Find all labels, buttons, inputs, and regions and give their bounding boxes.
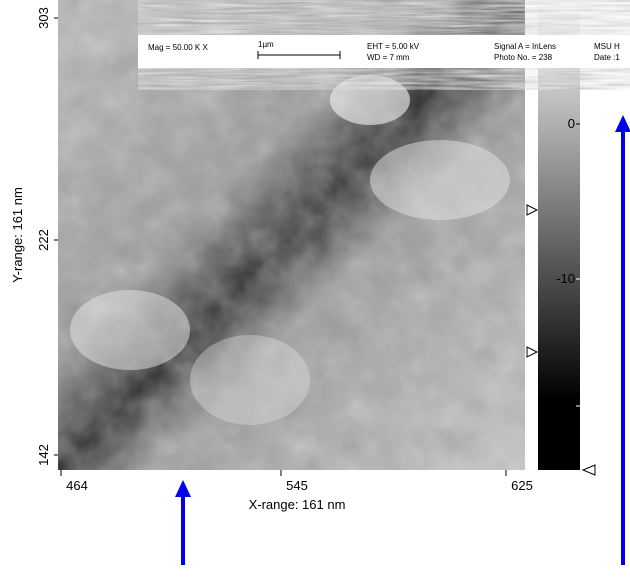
scale-bar [257,51,341,59]
sem-overlay: Mag = 50.00 K X 1µm EHT = 5.00 kV WD = 7… [138,0,630,90]
arrows [175,115,630,565]
x-tick-label: 625 [511,478,533,493]
y-axis-label: Y-range: 161 nm [10,187,25,283]
sem-date: Date :1 [594,53,620,62]
colorbar-tick-label: 0 [568,116,575,131]
y-tick-label: 142 [36,444,51,466]
sem-wd: WD = 7 mm [367,53,410,62]
markers [526,204,596,476]
sem-org: MSU H [594,42,620,51]
x-tick-label: 545 [286,478,308,493]
sem-eht: EHT = 5.00 kV [367,42,420,51]
sem-mag: Mag = 50.00 K X [148,43,208,52]
x-axis-label: X-range: 161 nm [249,497,346,512]
sem-signal: Signal A = InLens [494,42,556,51]
colorbar-tick-label: -10 [556,271,575,286]
sem-photo: Photo No. = 238 [494,53,553,62]
y-tick-label: 222 [36,229,51,251]
sem-scale: 1µm [258,40,274,49]
colorbar-tick-label: -20 [556,398,575,413]
y-tick-label: 303 [36,7,51,29]
x-tick-label: 464 [66,478,88,493]
